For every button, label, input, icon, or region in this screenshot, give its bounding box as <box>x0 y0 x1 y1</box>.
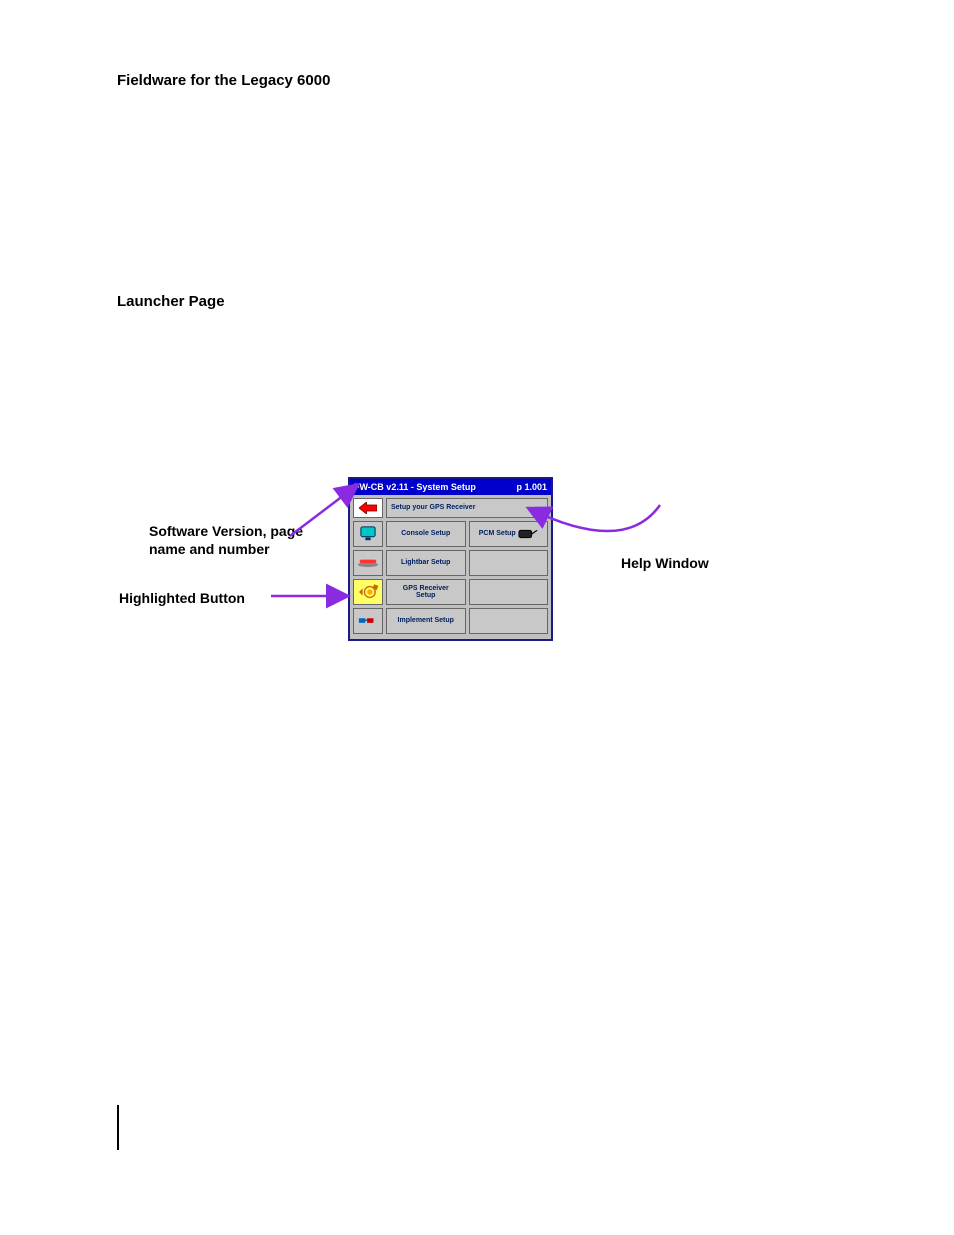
lightbar-icon-cell <box>353 550 383 576</box>
console-setup-label: Console Setup <box>401 530 450 537</box>
page-header: Fieldware for the Legacy 6000 <box>117 72 330 89</box>
pcm-setup-label: PCM Setup <box>479 530 516 537</box>
pcm-icon <box>518 527 538 541</box>
satellite-icon <box>357 583 379 601</box>
row-console: Console Setup PCM Setup <box>353 521 548 547</box>
help-window-text: Setup your GPS Receiver <box>391 504 475 511</box>
screenshot-titlebar: FW-CB v2.11 - System Setup p 1.001 <box>350 479 551 495</box>
screenshot-system-setup: FW-CB v2.11 - System Setup p 1.001 Setup… <box>348 477 553 641</box>
blank-cell <box>469 608 549 634</box>
back-button[interactable] <box>353 498 383 518</box>
lightbar-icon <box>357 558 379 568</box>
row-help: Setup your GPS Receiver <box>353 498 548 518</box>
row-gps: GPS Receiver Setup <box>353 579 548 605</box>
footer-rule <box>117 1105 119 1150</box>
gps-icon-cell <box>353 579 383 605</box>
annotation-version-label: Software Version, page name and number <box>149 522 303 558</box>
help-window: Setup your GPS Receiver <box>386 498 548 518</box>
titlebar-page-number: p 1.001 <box>516 482 547 492</box>
gps-receiver-setup-label: GPS Receiver Setup <box>403 585 449 600</box>
annotation-highlighted-label: Highlighted Button <box>119 590 245 606</box>
annotation-version-line2: name and number <box>149 541 270 557</box>
screenshot-body: Setup your GPS Receiver Console Setup PC… <box>350 495 551 637</box>
section-title: Launcher Page <box>117 293 225 310</box>
annotation-help-label: Help Window <box>621 555 709 571</box>
pcm-setup-button[interactable]: PCM Setup <box>469 521 549 547</box>
lightbar-setup-button[interactable]: Lightbar Setup <box>386 550 466 576</box>
implement-icon-cell <box>353 608 383 634</box>
blank-cell <box>469 550 549 576</box>
titlebar-text: FW-CB v2.11 - System Setup <box>354 482 476 492</box>
implement-setup-label: Implement Setup <box>398 617 454 624</box>
lightbar-setup-label: Lightbar Setup <box>401 559 450 566</box>
implement-icon <box>358 615 378 627</box>
gps-receiver-setup-button[interactable]: GPS Receiver Setup <box>386 579 466 605</box>
blank-cell <box>469 579 549 605</box>
console-icon-cell <box>353 521 383 547</box>
console-setup-button[interactable]: Console Setup <box>386 521 466 547</box>
row-lightbar: Lightbar Setup <box>353 550 548 576</box>
monitor-icon <box>359 526 377 542</box>
row-implement: Implement Setup <box>353 608 548 634</box>
annotation-version-line1: Software Version, page <box>149 523 303 539</box>
implement-setup-button[interactable]: Implement Setup <box>386 608 466 634</box>
arrow-left-icon <box>359 502 377 514</box>
